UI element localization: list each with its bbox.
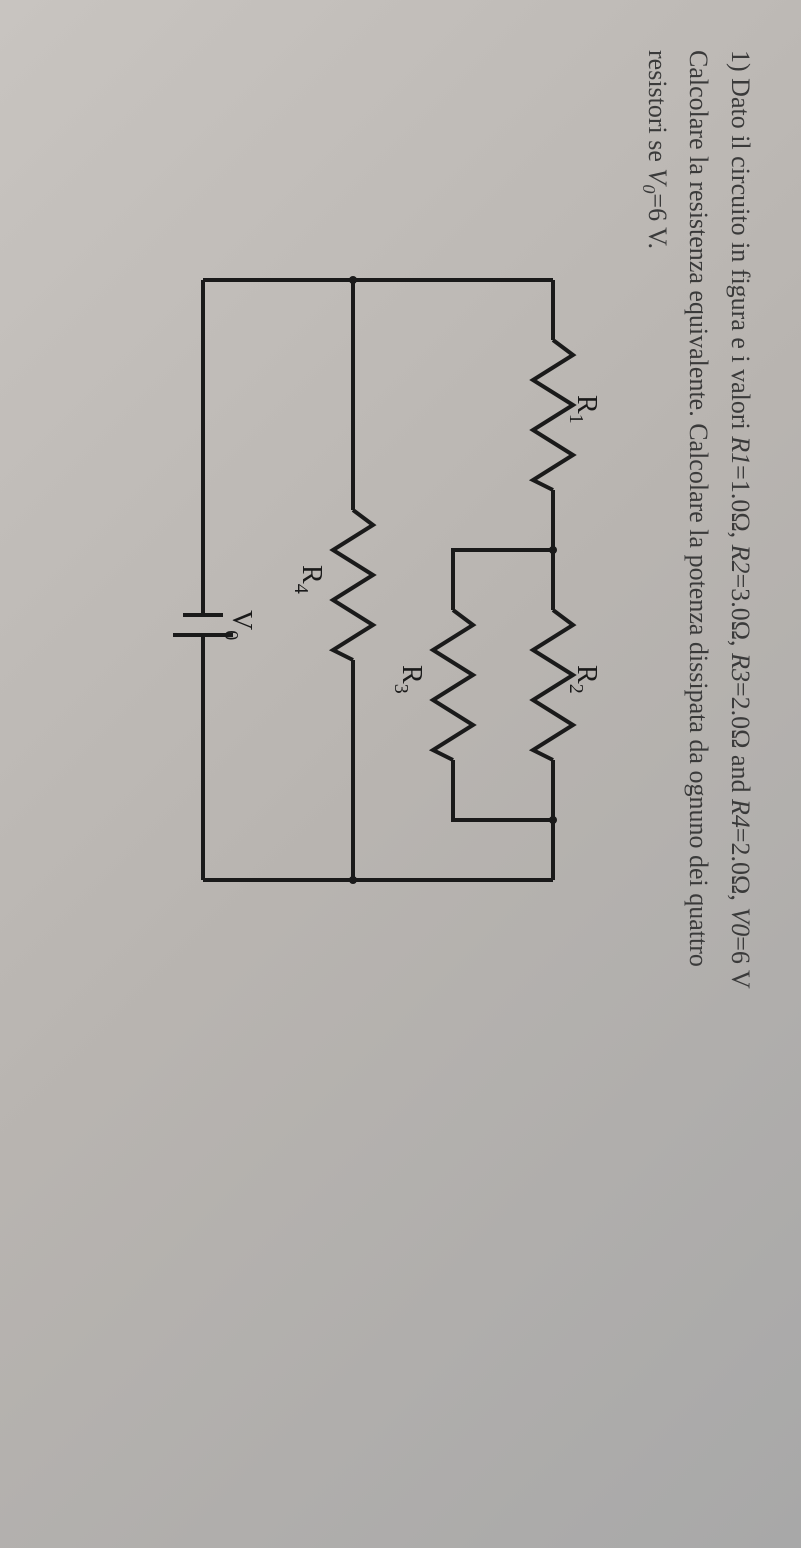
circuit-diagram: R1 R2 R3 R4 V0 [149, 230, 604, 1498]
label-r2: R2 [566, 665, 603, 694]
label-r4: R4 [291, 565, 328, 594]
v0-cond-value: =6 V. [643, 193, 672, 249]
r4-label: R4 [726, 799, 755, 828]
resistor-r3 [434, 610, 474, 760]
text-line3-prefix: resistori se [643, 50, 672, 168]
r2-label: R2 [726, 545, 755, 574]
text-prefix: Dato il circuito in figura e i valori [726, 78, 755, 436]
r4-value: =2.0Ω, [726, 828, 755, 908]
problem-number: 1) [726, 50, 755, 72]
wire-split-down [454, 550, 554, 610]
junction-merge-top [550, 816, 558, 824]
v0-value: =6 V [726, 936, 755, 988]
junction-left-mid [350, 276, 358, 284]
wire-after-r3 [454, 760, 554, 820]
junction-split-top [550, 546, 558, 554]
problem-statement: 1) Dato il circuito in figura e i valori… [634, 50, 762, 1498]
label-v0: V0 [221, 610, 258, 640]
r3-value: =2.0Ω and [726, 682, 755, 799]
circuit-svg: R1 R2 R3 R4 V0 [154, 230, 604, 930]
v0-label: V0 [726, 907, 755, 936]
text-line2: Calcolare la resistenza equivalente. Cal… [684, 50, 713, 967]
r2-value: =3.0Ω, [726, 574, 755, 654]
resistor-r4 [334, 510, 374, 660]
v0-cond-label: V [643, 168, 672, 184]
r1-label: R1 [726, 436, 755, 465]
r1-value: =1.0Ω, [726, 465, 755, 545]
junction-right-mid [350, 876, 358, 884]
label-r3: R3 [391, 665, 428, 694]
r3-label: R3 [726, 653, 755, 682]
label-r1: R1 [566, 395, 603, 424]
